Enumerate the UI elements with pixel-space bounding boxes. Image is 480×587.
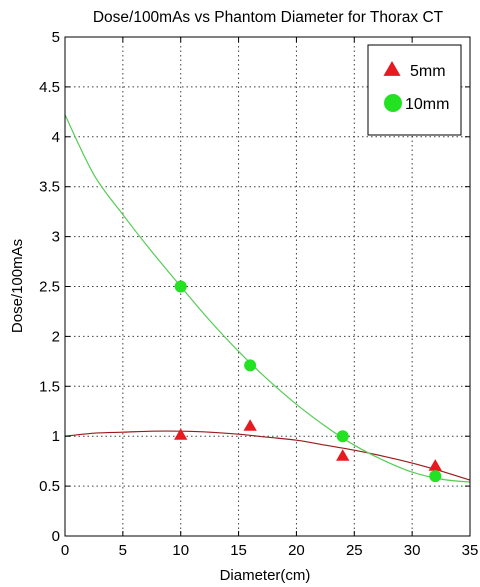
x-tick-label: 10 (172, 542, 189, 559)
x-tick-label: 30 (404, 542, 421, 559)
legend-marker-5mm (383, 61, 401, 76)
legend-marker-10mm (384, 94, 402, 112)
legend-label-5mm: 5mm (410, 63, 446, 80)
x-axis-label: Diameter(cm) (220, 567, 311, 584)
legend: 5mm 10mm (367, 44, 462, 136)
y-tick-label: 3 (52, 229, 60, 246)
axis-ticks: 0 5 10 15 20 25 30 35 0 0.5 1 1.5 2 2.5 3 3.5 4 4.5 5 (39, 29, 478, 559)
y-tick-label: 0.5 (39, 478, 60, 495)
legend-box (367, 44, 462, 136)
y-tick-label: 4.5 (39, 79, 60, 96)
y-tick-label: 2 (52, 328, 60, 345)
data-point-5mm (336, 449, 350, 461)
x-tick-label: 25 (346, 542, 363, 559)
y-tick-label: 2.5 (39, 279, 60, 296)
x-tick-label: 5 (119, 542, 127, 559)
fit-curve-10mm (64, 114, 471, 483)
data-point-10mm (244, 359, 257, 372)
grid (65, 37, 470, 536)
x-tick-label: 35 (462, 542, 479, 559)
data-point-10mm (174, 280, 187, 293)
data-point-5mm (428, 459, 442, 471)
y-axis-label: Dose/100mAs (9, 239, 26, 333)
x-tick-label: 15 (230, 542, 247, 559)
data-point-5mm (174, 428, 188, 440)
data-point-5mm (243, 419, 257, 431)
fit-curve-5mm (64, 430, 471, 481)
y-tick-label: 5 (52, 29, 60, 46)
fit-curves (64, 114, 471, 483)
data-point-10mm (336, 430, 349, 443)
y-tick-label: 3.5 (39, 179, 60, 196)
x-tick-label: 20 (288, 542, 305, 559)
chart-title: Dose/100mAs vs Phantom Diameter for Thor… (93, 9, 444, 26)
data-point-10mm (429, 470, 442, 483)
y-tick-label: 1.5 (39, 378, 60, 395)
legend-label-10mm: 10mm (405, 96, 449, 113)
y-tick-label: 4 (52, 129, 60, 146)
y-tick-label: 0 (52, 528, 60, 545)
x-tick-label: 0 (61, 542, 69, 559)
y-tick-label: 1 (52, 428, 60, 445)
data-markers (174, 280, 442, 483)
